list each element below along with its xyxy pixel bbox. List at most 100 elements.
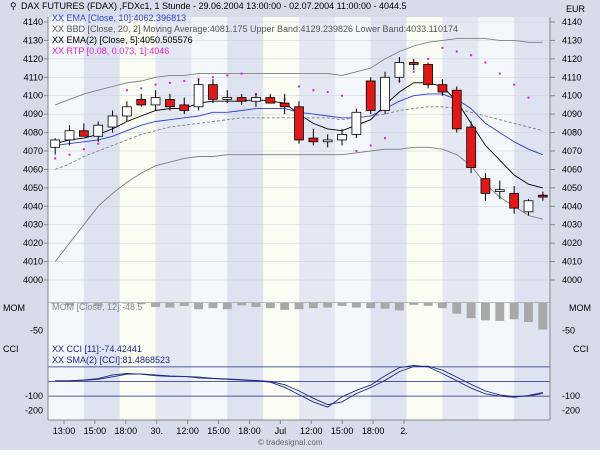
title-icon: ⚲ bbox=[10, 1, 17, 11]
x-tick-label: 18:00 bbox=[362, 426, 385, 436]
legend-ema10: XX EMA [Close, 10]:4062.396813 bbox=[52, 13, 186, 23]
mom-labels: MOM MOM MOM [Close, 12]:-48.5 bbox=[3, 302, 591, 313]
candle-body bbox=[236, 97, 247, 102]
candles bbox=[50, 57, 548, 216]
legend-bbd: XX BBD [Close, 20, 2] Moving Average:408… bbox=[52, 24, 458, 34]
mom-bar bbox=[509, 302, 519, 320]
candle-body bbox=[494, 189, 505, 192]
price-tick-label-left: 4090 bbox=[23, 109, 43, 119]
time-bands bbox=[48, 17, 551, 420]
price-tick-label-left: 4010 bbox=[23, 257, 43, 267]
candle-body bbox=[251, 97, 261, 102]
mom-bar bbox=[524, 302, 533, 323]
mom-tick-label-right: -50 bbox=[562, 325, 575, 335]
rtp-dot bbox=[455, 50, 458, 53]
candle-body bbox=[93, 124, 104, 137]
price-tick-label-right: 4090 bbox=[562, 109, 582, 119]
mom-bar bbox=[108, 302, 117, 304]
mom-bar bbox=[251, 302, 261, 308]
candle-body bbox=[193, 84, 204, 108]
mom-bar bbox=[136, 302, 146, 305]
mom-bar bbox=[380, 302, 390, 309]
candle-body bbox=[380, 76, 390, 111]
rtp-dot bbox=[355, 150, 358, 152]
candle-body bbox=[279, 102, 290, 108]
mom-bar bbox=[265, 302, 275, 309]
mom-bar bbox=[65, 302, 74, 306]
cci-label-right: CCI bbox=[573, 344, 589, 354]
mom-bar bbox=[495, 302, 505, 321]
cci-tick-label-right: -100 bbox=[562, 391, 580, 401]
mom-label-left: MOM bbox=[3, 303, 25, 313]
candle-body bbox=[394, 62, 405, 78]
candle-body bbox=[150, 97, 161, 106]
x-tick-label: 12:00 bbox=[300, 426, 323, 436]
rtp-dot bbox=[154, 83, 157, 86]
rtp-dot bbox=[226, 74, 229, 77]
rtp-dot bbox=[513, 83, 516, 86]
legend-rtp: XX RTP [0.08, 0.073, 1]:4046 bbox=[52, 46, 169, 56]
mom-bar bbox=[423, 302, 433, 306]
price-tick-label-right: 4130 bbox=[562, 35, 582, 45]
mom-bar bbox=[79, 302, 89, 304]
mom-bar bbox=[93, 302, 103, 306]
mom-bar bbox=[409, 302, 419, 305]
price-tick-label-left: 4120 bbox=[23, 54, 43, 64]
time-band bbox=[478, 17, 515, 420]
time-band bbox=[155, 17, 192, 420]
candle-body bbox=[322, 139, 333, 143]
candle-body bbox=[423, 63, 433, 86]
time-band bbox=[227, 17, 264, 420]
price-tick-label-left: 4140 bbox=[23, 17, 43, 27]
rtp-dot bbox=[54, 157, 57, 160]
price-tick-label-left: 4070 bbox=[23, 146, 43, 156]
legend-ema5: XX EMA(2) [Close, 5]:4050.505576 bbox=[52, 35, 193, 45]
rtp-dot bbox=[168, 81, 171, 84]
candle-body bbox=[451, 89, 462, 130]
time-band bbox=[263, 17, 300, 420]
rtp-dot bbox=[240, 72, 243, 75]
mom-bar bbox=[165, 302, 175, 308]
mom-bar bbox=[308, 302, 318, 309]
rtp-dot bbox=[68, 153, 71, 156]
time-band bbox=[83, 17, 121, 420]
candle-body bbox=[537, 194, 548, 198]
mom-bar bbox=[179, 302, 189, 306]
candle-body bbox=[365, 80, 376, 111]
mom-bar bbox=[222, 302, 232, 310]
chart-header: ⚲ DAX FUTURES (FDAX) ,FDXc1, 1 Stunde - … bbox=[10, 1, 586, 56]
mom-legend: MOM [Close, 12]:-48.5 bbox=[52, 302, 143, 312]
candle-body bbox=[50, 139, 61, 148]
candle-body bbox=[179, 104, 190, 111]
time-band bbox=[191, 17, 228, 420]
candle-body bbox=[509, 192, 519, 209]
rtp-dot bbox=[97, 142, 100, 145]
rtp-dot bbox=[82, 148, 85, 151]
price-tick-label-left: 4050 bbox=[23, 183, 43, 193]
mom-bar bbox=[466, 302, 476, 319]
mom-bar bbox=[351, 302, 361, 308]
cci-labels: CCI CCI XX CCI [11]:-74.42441 XX SMA(2) … bbox=[3, 344, 589, 365]
currency-label: EUR bbox=[566, 4, 586, 14]
rtp-dot bbox=[527, 96, 530, 99]
price-tick-label-left: 4030 bbox=[23, 220, 43, 230]
chart-title: DAX FUTURES (FDAX) ,FDXc1, 1 Stunde - 29… bbox=[21, 1, 407, 11]
cci-label-left: CCI bbox=[3, 344, 19, 354]
mom-bar bbox=[151, 302, 161, 308]
price-tick-label-right: 4050 bbox=[562, 183, 582, 193]
rtp-dot bbox=[470, 54, 473, 57]
candle-body bbox=[265, 97, 276, 104]
price-tick-label-right: 4070 bbox=[562, 146, 582, 156]
mom-label-right: MOM bbox=[569, 303, 591, 313]
rtp-dot bbox=[441, 46, 444, 49]
candle-body bbox=[64, 130, 75, 141]
price-tick-label-right: 4040 bbox=[562, 201, 582, 211]
rtp-dot bbox=[384, 137, 387, 140]
candle-body bbox=[165, 99, 175, 108]
series-line bbox=[54, 146, 543, 262]
price-tick-label-right: 4060 bbox=[562, 164, 582, 174]
mom-panel: -50 -50 bbox=[30, 302, 575, 335]
mom-bar bbox=[280, 302, 290, 310]
candle-body bbox=[337, 134, 347, 141]
